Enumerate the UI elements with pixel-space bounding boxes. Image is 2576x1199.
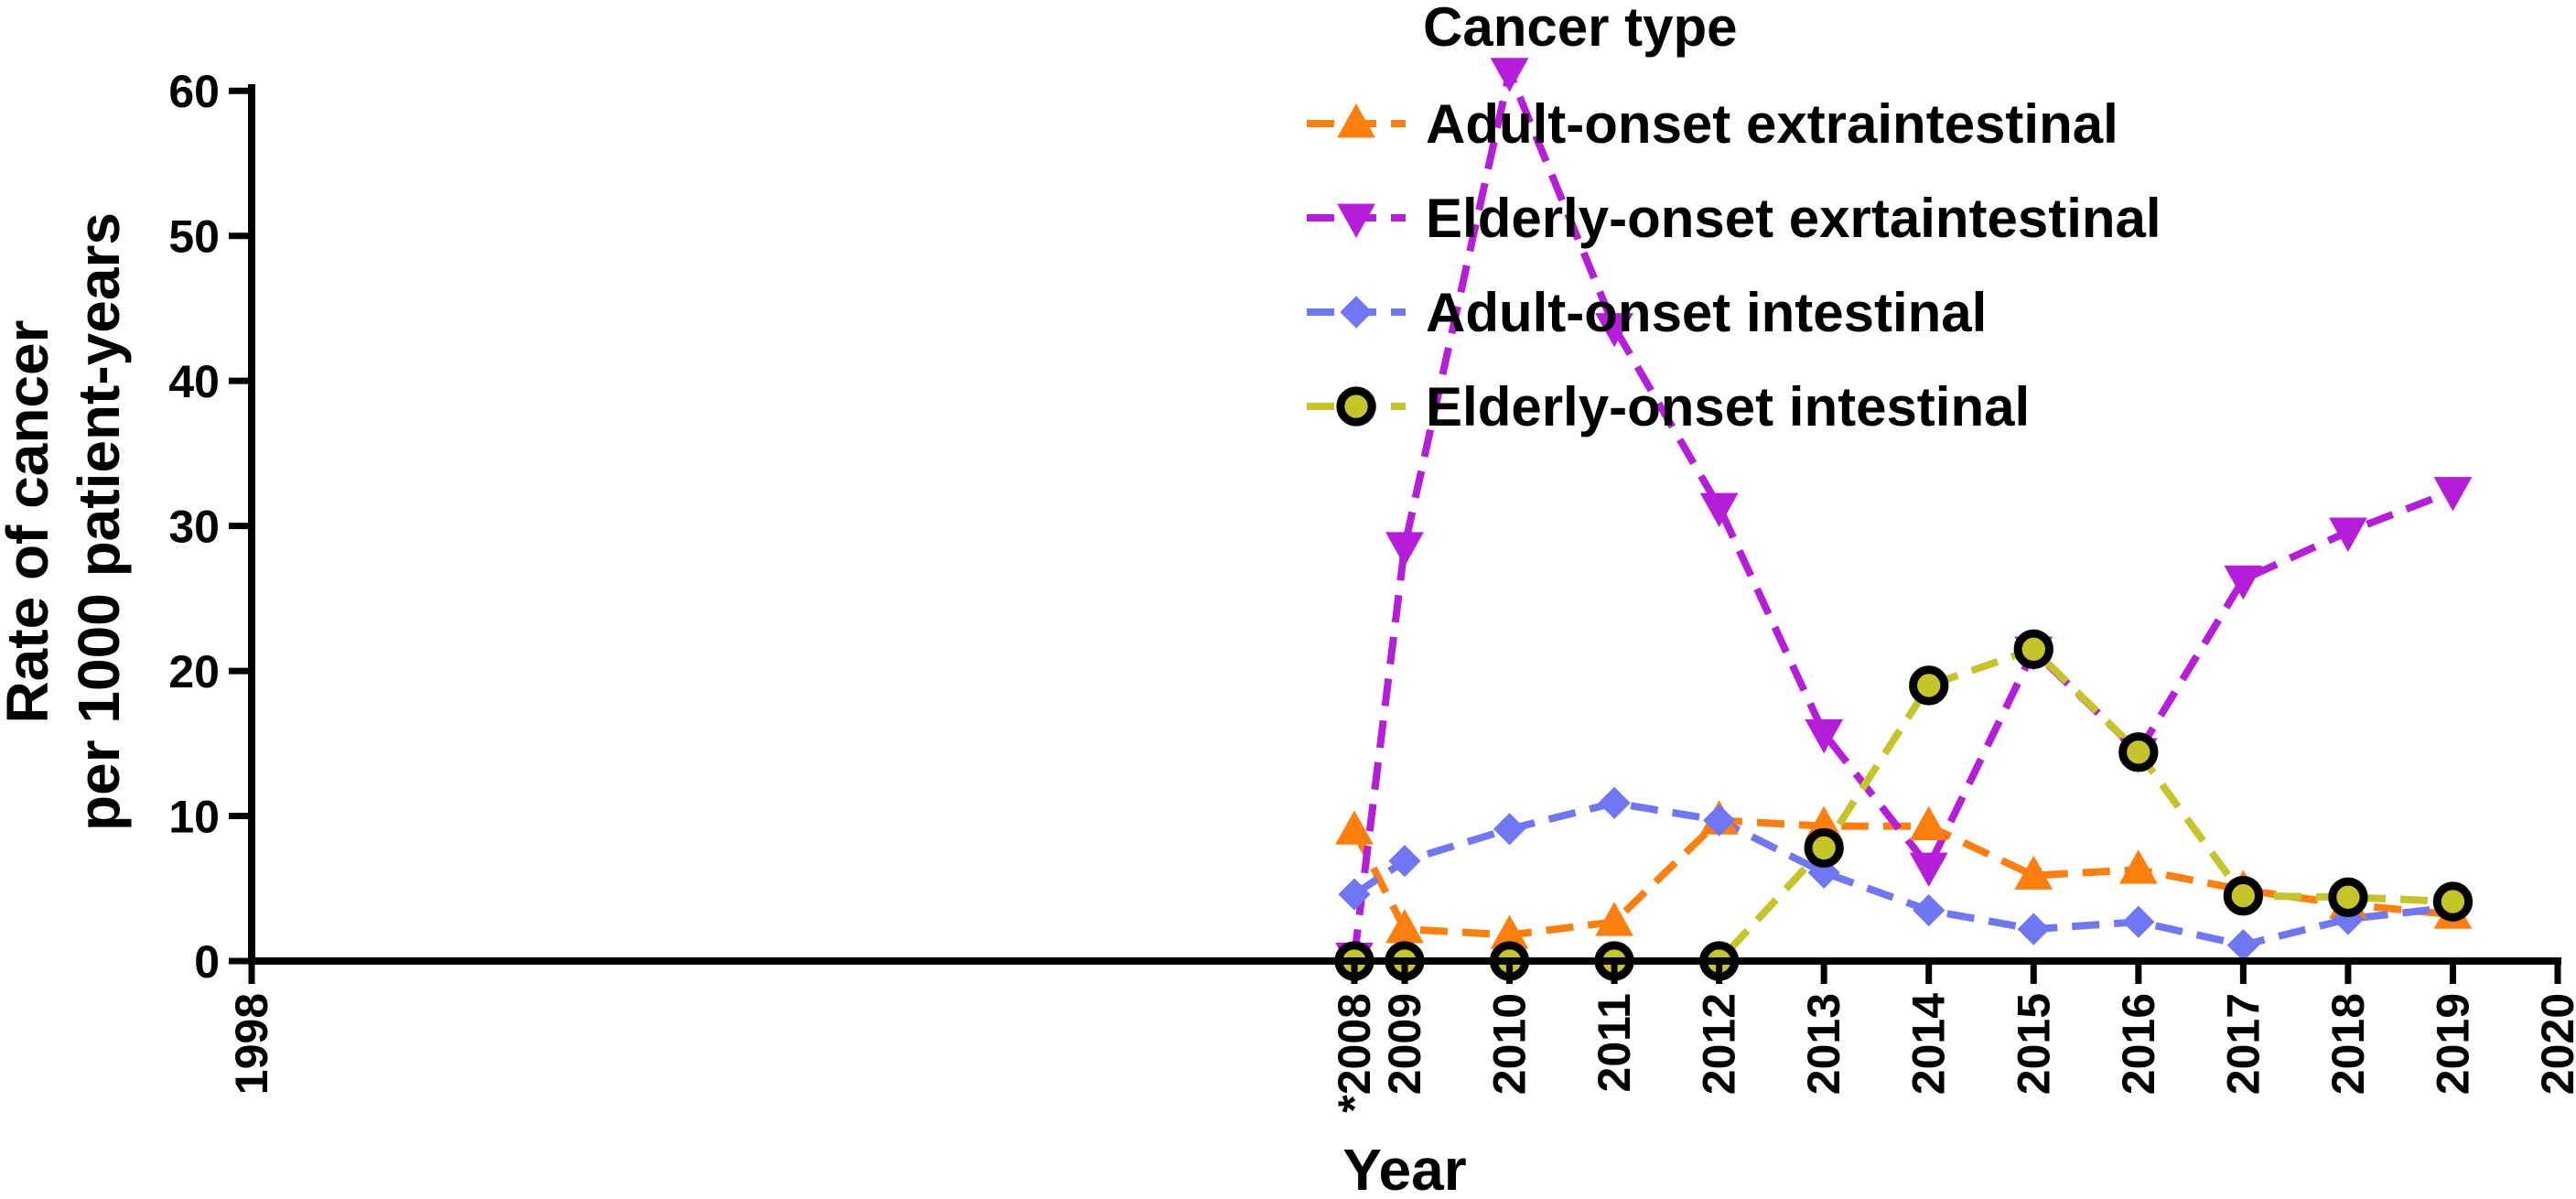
data-point-elderly-onset-intestinal	[2328, 877, 2368, 917]
x-tick-label: 2018	[2323, 993, 2374, 1095]
legend-item: Adult-onset intestinal	[1307, 282, 1987, 343]
legend-item: Elderly-onset intestinal	[1307, 376, 2030, 437]
legend: Cancer type Adult-onset extraintestinal E…	[1307, 0, 2161, 437]
data-point-adult-onset-extraintestinal	[1335, 810, 1374, 845]
data-point-elderly-onset-exrtaintestinal	[1595, 313, 1633, 348]
data-point-elderly-onset-exrtaintestinal	[1490, 58, 1529, 92]
y-tick-label: 50	[168, 211, 220, 263]
data-point-elderly-onset-exrtaintestinal	[2433, 477, 2473, 512]
data-point-elderly-onset-exrtaintestinal	[1909, 852, 1948, 887]
data-point-elderly-onset-exrtaintestinal	[1805, 718, 1844, 754]
x-tick-label: *2008	[1329, 993, 1380, 1113]
data-point-elderly-onset-intestinal	[2223, 876, 2264, 916]
x-tick-label: 2019	[2427, 993, 2478, 1095]
data-point-adult-onset-extraintestinal	[1385, 909, 1424, 944]
x-tick-label: 2010	[1484, 993, 1536, 1095]
data-point-adult-onset-extraintestinal	[1909, 805, 1948, 841]
x-tick-label: 2020	[2532, 993, 2576, 1095]
y-tick-label: 10	[168, 792, 220, 843]
legend-label: Adult-onset intestinal	[1426, 282, 1987, 343]
y-axis-ticks: 0 10 20 30 40 50 60	[168, 66, 252, 988]
data-point-adult-onset-intestinal	[1388, 845, 1421, 878]
x-tick-label: 1998	[226, 993, 277, 1095]
data-point-adult-onset-extraintestinal	[2118, 849, 2158, 884]
legend-label: Adult-onset extraintestinal	[1426, 93, 2118, 155]
y-tick-label: 0	[194, 936, 220, 988]
legend-item: Elderly-onset exrtaintestinal	[1307, 188, 2161, 249]
legend-label: Elderly-onset exrtaintestinal	[1426, 188, 2161, 249]
data-point-elderly-onset-intestinal	[2013, 629, 2053, 669]
y-tick-label: 60	[168, 66, 220, 117]
x-tick-label: 2011	[1589, 993, 1640, 1092]
data-point-elderly-onset-intestinal	[1804, 827, 1844, 869]
legend-marker	[1337, 103, 1375, 138]
data-point-adult-onset-intestinal	[2017, 913, 2050, 945]
series-line-adult-onset-extraintestinal	[1351, 816, 2453, 939]
series-markers	[1334, 58, 2474, 981]
data-point-elderly-onset-exrtaintestinal	[1699, 492, 1739, 528]
data-point-elderly-onset-intestinal	[1909, 665, 1949, 706]
data-point-elderly-onset-exrtaintestinal	[2224, 565, 2263, 600]
data-point-adult-onset-extraintestinal	[1490, 914, 1529, 949]
data-point-adult-onset-extraintestinal	[2014, 855, 2053, 890]
x-tick-label: 2013	[1798, 993, 1849, 1095]
data-point-elderly-onset-intestinal	[2432, 881, 2474, 922]
legend-title: Cancer type	[1423, 0, 1737, 58]
legend-label: Elderly-onset intestinal	[1426, 376, 2030, 437]
x-axis-title: Year	[1342, 1137, 1466, 1199]
data-point-adult-onset-intestinal	[2122, 905, 2155, 938]
data-point-adult-onset-intestinal	[1703, 804, 1736, 837]
series-line-elderly-onset-intestinal	[1354, 645, 2453, 965]
x-tick-label: 2017	[2217, 993, 2269, 1095]
data-point-adult-onset-intestinal	[2226, 928, 2259, 962]
y-tick-label: 30	[168, 502, 220, 553]
data-point-elderly-onset-exrtaintestinal	[2329, 517, 2367, 552]
data-point-adult-onset-intestinal	[1338, 878, 1371, 911]
y-tick-label: 20	[168, 646, 220, 697]
legend-marker	[1336, 386, 1376, 427]
y-axis-title-line-1: Rate of cancer	[0, 319, 60, 723]
data-point-adult-onset-intestinal	[1598, 786, 1631, 819]
legend-item: Adult-onset extraintestinal	[1307, 93, 2118, 155]
legend-marker	[1340, 296, 1373, 329]
data-point-adult-onset-intestinal	[1913, 893, 1945, 927]
x-axis-ticks: 1998 *2008 2009 2010 2011 2012 2013 2014 2015 201…	[226, 961, 2576, 1113]
series-line-adult-onset-intestinal	[1352, 799, 2453, 949]
x-tick-label: 2014	[1903, 993, 1955, 1095]
data-point-adult-onset-intestinal	[1493, 813, 1526, 846]
x-tick-label: 2012	[1694, 993, 1745, 1095]
data-point-elderly-onset-exrtaintestinal	[1385, 532, 1424, 567]
x-tick-label: 2009	[1379, 993, 1430, 1095]
legend-marker	[1337, 203, 1375, 238]
y-axis-title-line-2: per 1000 patient-years	[66, 212, 132, 831]
data-point-adult-onset-extraintestinal	[1595, 902, 1633, 936]
data-point-elderly-onset-intestinal	[2118, 732, 2159, 772]
series-line-elderly-onset-exrtaintestinal	[1351, 68, 2454, 957]
x-tick-label: 2015	[2008, 993, 2059, 1095]
x-tick-label: 2016	[2113, 993, 2164, 1095]
y-tick-label: 40	[168, 356, 220, 407]
